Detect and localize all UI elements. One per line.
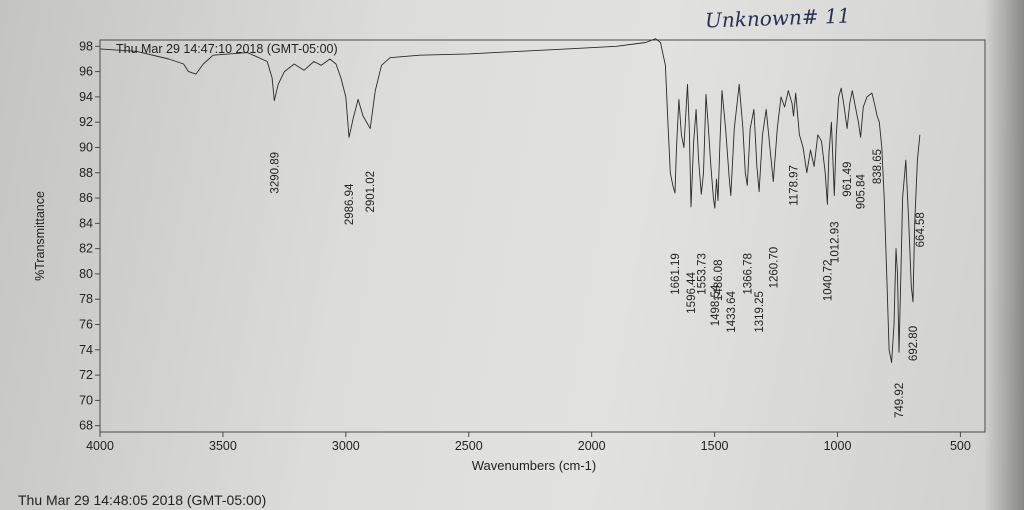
x-axis-label: Wavenumbers (cm-1) — [472, 458, 596, 473]
y-tick-label: 88 — [79, 166, 93, 180]
y-tick-label: 84 — [79, 216, 93, 230]
spectrum-line — [99, 38, 921, 363]
x-tick-label: 3500 — [209, 439, 237, 453]
y-tick-label: 70 — [79, 393, 93, 407]
plot-frame — [99, 39, 986, 433]
peak-label: 749.92 — [894, 383, 906, 418]
y-tick-label: 68 — [79, 419, 93, 433]
peak-label: 1012.93 — [829, 221, 841, 263]
chart-title: Thu Mar 29 14:47:10 2018 (GMT-05:00) — [116, 42, 338, 56]
peak-label: 1319.25 — [754, 291, 766, 333]
peak-label: 2901.02 — [365, 171, 377, 213]
peak-label: 1040.72 — [822, 260, 834, 302]
x-tick-label: 2000 — [578, 439, 606, 453]
peak-label: 664.58 — [915, 212, 927, 247]
peak-label: 838.65 — [872, 149, 884, 184]
page-edge-shadow — [984, 0, 1024, 510]
y-axis-label: %Transmittance — [33, 191, 47, 281]
y-tick-label: 90 — [79, 140, 93, 154]
peak-label: 1433.64 — [726, 291, 738, 333]
peak-label: 2986.94 — [344, 183, 356, 225]
y-tick-label: 98 — [79, 39, 93, 53]
x-tick-label: 4000 — [86, 439, 114, 453]
y-tick-label: 80 — [79, 267, 93, 281]
peak-label: 1366.78 — [742, 253, 754, 295]
peak-label: 1498.54 — [710, 284, 722, 326]
y-tick-label: 92 — [79, 115, 93, 129]
y-tick-label: 96 — [79, 65, 93, 79]
y-tick-label: 76 — [79, 318, 93, 332]
peak-label: 1260.70 — [768, 247, 780, 289]
y-tick-label: 74 — [79, 343, 93, 357]
peak-label: 1486.08 — [713, 260, 725, 302]
y-tick-label: 78 — [79, 292, 93, 306]
peak-label: 1596.44 — [686, 272, 698, 314]
y-tick-label: 94 — [79, 90, 93, 104]
y-tick-label: 86 — [79, 191, 93, 205]
peak-label: 3290.89 — [269, 152, 281, 194]
peak-label: 1661.19 — [670, 253, 682, 295]
x-tick-label: 500 — [950, 439, 971, 453]
peak-label: 961.49 — [842, 162, 854, 197]
footer-timestamp: Thu Mar 29 14:48:05 2018 (GMT-05:00) — [18, 492, 267, 508]
peak-label: 692.80 — [908, 326, 920, 361]
y-tick-label: 82 — [79, 242, 93, 256]
peak-label: 1178.97 — [789, 165, 801, 206]
peak-label: 1553.73 — [696, 253, 708, 295]
peak-label: 905.84 — [856, 173, 868, 209]
x-tick-label: 1000 — [824, 439, 852, 453]
x-tick-label: 1500 — [701, 439, 729, 453]
x-tick-label: 3000 — [332, 439, 360, 453]
y-tick-label: 72 — [79, 368, 93, 382]
x-tick-label: 2500 — [455, 439, 483, 453]
